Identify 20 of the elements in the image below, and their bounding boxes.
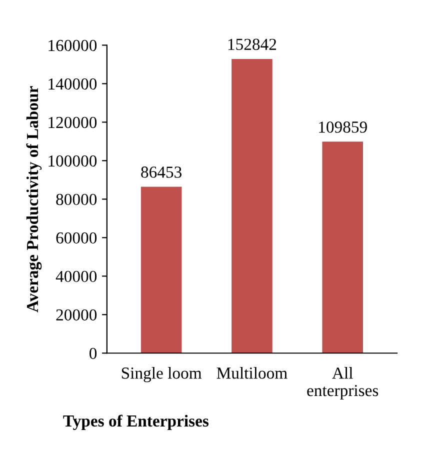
data-label: 86453 [141, 166, 182, 178]
x-tick-label: All enterprises [307, 367, 378, 400]
data-label: 109859 [319, 121, 367, 133]
y-tick-label: 60000 [56, 232, 97, 244]
y-tick-label: 160000 [48, 40, 97, 52]
y-tick-label: 20000 [56, 309, 97, 321]
y-axis-title: Average Productivity of Labour [26, 86, 42, 312]
y-tick-label: 0 [90, 348, 97, 360]
bar [232, 58, 272, 354]
bar [140, 186, 182, 354]
x-tick-label: Single loom [122, 367, 202, 382]
data-label: 152842 [228, 38, 276, 50]
y-tick-label: 80000 [56, 194, 97, 206]
x-tick-label: Multiloom [216, 367, 288, 379]
y-tick-label: 40000 [56, 270, 97, 282]
x-axis-title: Types of Enterprises [63, 414, 209, 430]
y-tick-label: 100000 [48, 155, 97, 167]
bar [322, 142, 364, 354]
y-tick-label: 140000 [48, 78, 97, 90]
y-tick-label: 120000 [48, 116, 97, 128]
